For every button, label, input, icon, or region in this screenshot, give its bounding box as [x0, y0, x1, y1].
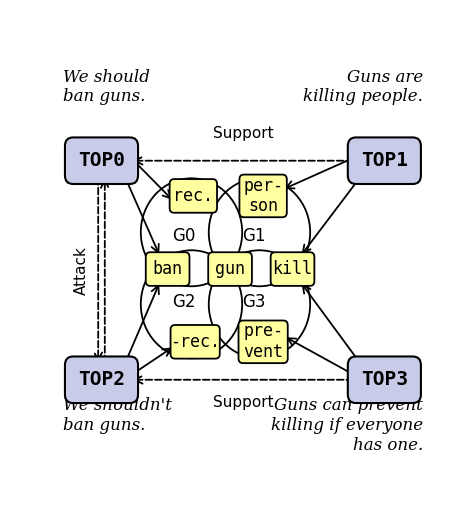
- Text: TOP0: TOP0: [78, 151, 125, 170]
- FancyBboxPatch shape: [348, 138, 421, 184]
- FancyBboxPatch shape: [171, 325, 220, 359]
- Text: ban: ban: [153, 260, 182, 278]
- Text: TOP1: TOP1: [361, 151, 408, 170]
- Text: per-
son: per- son: [243, 176, 283, 215]
- Text: Support: Support: [213, 126, 273, 141]
- Text: pre-
vent: pre- vent: [243, 323, 283, 361]
- Text: kill: kill: [273, 260, 312, 278]
- Text: Guns are
killing people.: Guns are killing people.: [303, 69, 423, 105]
- Text: We should
ban guns.: We should ban guns.: [63, 69, 150, 105]
- FancyBboxPatch shape: [239, 175, 287, 217]
- Text: -rec.: -rec.: [170, 333, 220, 351]
- FancyBboxPatch shape: [238, 321, 288, 363]
- Text: TOP3: TOP3: [361, 370, 408, 389]
- Text: rec.: rec.: [173, 187, 213, 205]
- Text: G0: G0: [173, 227, 196, 245]
- Text: Support: Support: [213, 395, 273, 410]
- Text: TOP2: TOP2: [78, 370, 125, 389]
- FancyBboxPatch shape: [348, 357, 421, 403]
- Text: G1: G1: [242, 227, 266, 245]
- FancyBboxPatch shape: [208, 252, 252, 286]
- FancyBboxPatch shape: [65, 357, 138, 403]
- FancyBboxPatch shape: [170, 179, 217, 213]
- Text: G3: G3: [242, 293, 266, 311]
- Text: Guns can prevent
killing if everyone
has one.: Guns can prevent killing if everyone has…: [271, 397, 423, 454]
- Text: Attack: Attack: [74, 246, 89, 295]
- Text: G2: G2: [173, 293, 196, 311]
- Text: gun: gun: [215, 260, 245, 278]
- FancyBboxPatch shape: [65, 138, 138, 184]
- Text: We shouldn't
ban guns.: We shouldn't ban guns.: [63, 397, 172, 434]
- FancyBboxPatch shape: [271, 252, 314, 286]
- FancyBboxPatch shape: [146, 252, 190, 286]
